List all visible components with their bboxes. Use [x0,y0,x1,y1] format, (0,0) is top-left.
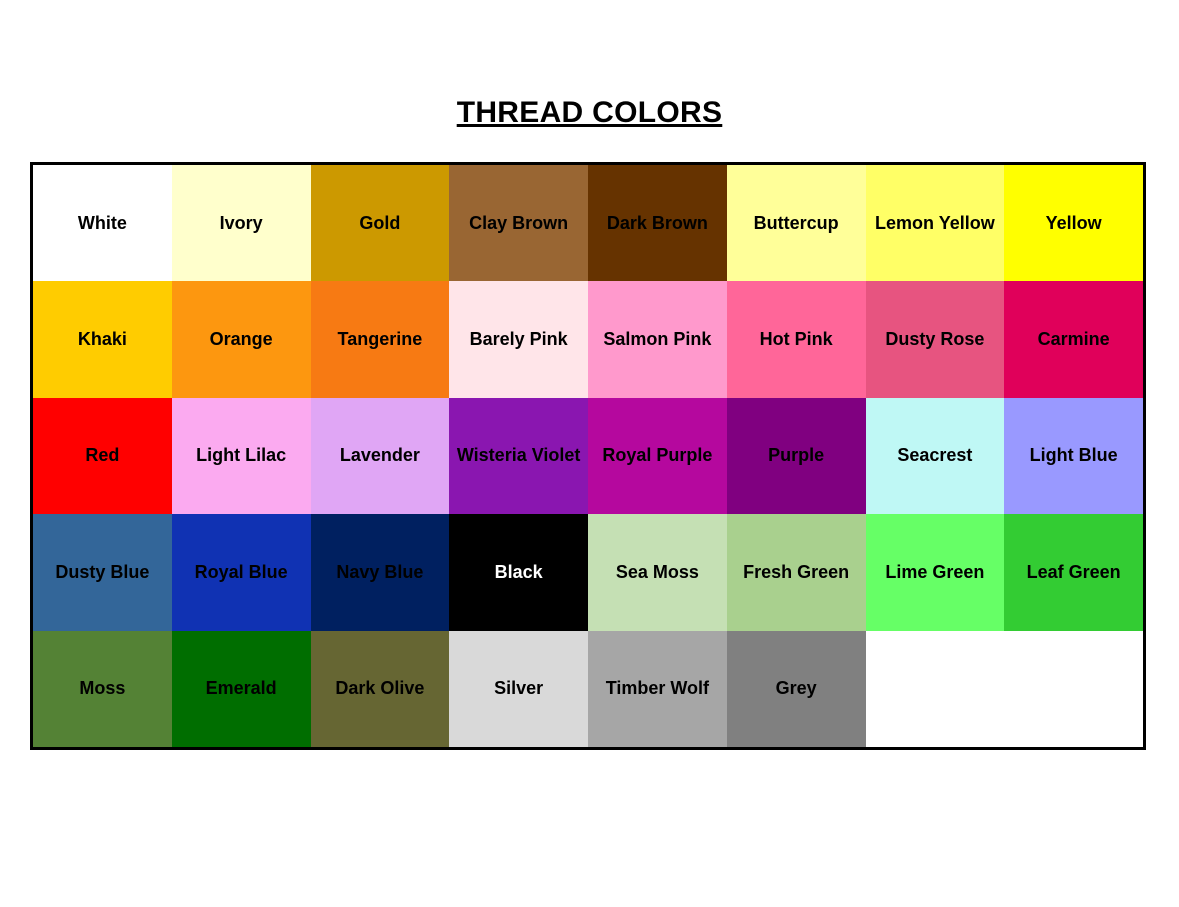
color-swatch: Black [449,514,588,631]
color-swatch: Khaki [33,281,172,398]
color-swatch: Orange [171,281,311,398]
color-swatch: Carmine [1004,281,1143,398]
color-swatch: Dark Olive [310,630,450,747]
color-swatch: Grey [726,630,866,747]
color-swatch: Gold [310,165,450,282]
color-swatch: Lemon Yellow [865,165,1005,282]
color-swatch: Navy Blue [310,514,450,631]
color-swatch: Light Blue [1004,397,1143,515]
color-swatch: Red [33,397,172,515]
color-swatch [865,630,1005,747]
color-swatch: Buttercup [726,165,866,282]
color-swatch: Timber Wolf [588,630,727,747]
color-swatch: Sea Moss [588,514,727,631]
page-title: THREAD COLORS [456,96,723,129]
color-swatch: Lavender [310,397,450,515]
color-swatch: Royal Blue [171,514,311,631]
color-swatch: Lime Green [865,514,1005,631]
color-swatch [1004,630,1143,747]
color-swatch: Hot Pink [726,281,866,398]
color-swatch: Emerald [171,630,311,747]
color-swatch: Purple [726,397,866,515]
color-swatch: Leaf Green [1004,514,1143,631]
color-swatch: Dark Brown [588,165,727,282]
color-swatch: Silver [449,630,588,747]
color-swatch: Fresh Green [726,514,866,631]
color-swatch: Dusty Blue [33,514,172,631]
color-grid: White Ivory Gold Clay Brown Dark Brown Butter… [30,162,1146,750]
color-swatch: Moss [33,630,172,747]
color-swatch: Tangerine [310,281,450,398]
color-swatch: Barely Pink [449,281,588,398]
color-swatch: Salmon Pink [588,281,727,398]
color-swatch: White [33,165,172,282]
color-swatch: Ivory [171,165,311,282]
color-swatch: Royal Purple [588,397,727,515]
color-swatch: Yellow [1004,165,1143,282]
color-swatch: Light Lilac [171,397,311,515]
color-swatch: Wisteria Violet [449,397,588,515]
color-swatch: Seacrest [865,397,1005,515]
color-swatch: Dusty Rose [865,281,1005,398]
color-swatch: Clay Brown [449,165,588,282]
